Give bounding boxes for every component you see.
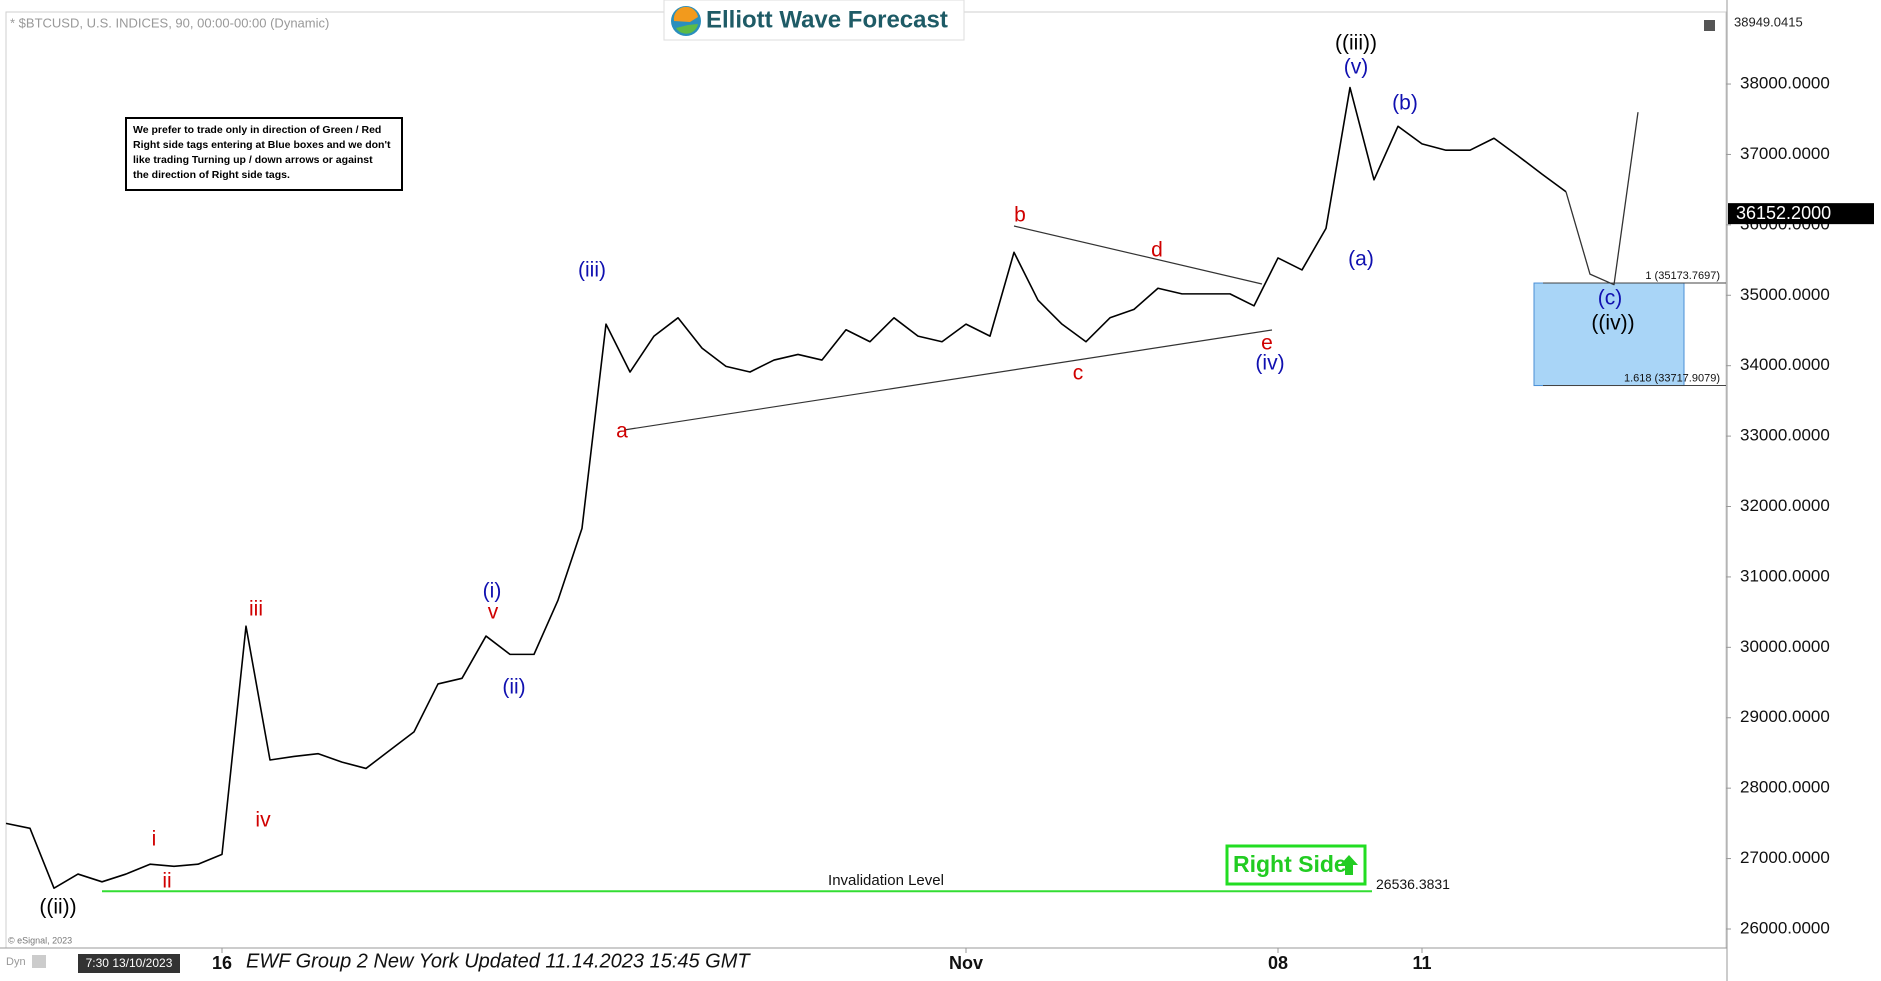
symbol-header: * $BTCUSD, U.S. INDICES, 90, 00:00-00:00…	[10, 15, 329, 30]
mode-icon	[32, 955, 46, 968]
logo-text: Elliott Wave Forecast	[706, 6, 948, 33]
logo: Elliott Wave Forecast	[663, 0, 965, 41]
y-tick-label: 35000.0000	[1740, 285, 1830, 304]
footer-label: EWF Group 2 New York Updated 11.14.2023 …	[246, 950, 751, 972]
x-tick-label: 11	[1412, 953, 1431, 973]
right-side-tag: Right Side	[1225, 844, 1367, 886]
note-line: the direction of Right side tags.	[133, 169, 290, 181]
logo-box	[663, 0, 965, 41]
wave-label: ((iii))	[1335, 32, 1377, 55]
logo-icon	[676, 24, 698, 34]
copyright: © eSignal, 2023	[8, 935, 72, 945]
fib-label: 1 (35173.7697)	[1645, 270, 1720, 282]
wave-label: iii	[249, 598, 263, 621]
y-tick-label: 28000.0000	[1740, 778, 1830, 797]
wave-label: (iii)	[578, 259, 606, 282]
target-box	[1533, 282, 1685, 387]
x-tick-label: Nov	[949, 953, 983, 973]
y-tick-label: 38000.0000	[1740, 74, 1830, 93]
wave-label: v	[488, 601, 499, 624]
wave-label: iv	[255, 809, 271, 832]
note-frame	[125, 117, 403, 191]
wave-label: a	[616, 420, 628, 443]
price-line	[5, 86, 1567, 889]
x-tick-label: 16	[212, 953, 232, 973]
wave-label: ((iv))	[1591, 312, 1634, 335]
y-tick-label: 37000.0000	[1740, 144, 1830, 163]
projection-line	[1565, 112, 1639, 286]
wave-label: ii	[162, 870, 171, 893]
cursor-time-box	[78, 954, 180, 973]
top-price-label: 38949.0415	[1734, 15, 1803, 30]
note-line: like trading Turning up / down arrows or…	[133, 154, 373, 166]
invalidation-value: 26536.3831	[1376, 876, 1450, 892]
y-tick-label: 26000.0000	[1740, 918, 1830, 937]
wave-label: b	[1014, 204, 1026, 227]
window-icon	[1704, 20, 1715, 31]
logo-icon	[673, 6, 698, 23]
last-price-box	[1728, 203, 1874, 225]
fib-label: 1.618 (33717.9079)	[1624, 372, 1720, 384]
y-tick-label: 33000.0000	[1740, 426, 1830, 445]
note-line: We prefer to trade only in direction of …	[133, 124, 381, 136]
wave-label: (c)	[1598, 287, 1623, 310]
tag-text: Right Side	[1233, 851, 1347, 877]
wave-label: (a)	[1348, 248, 1374, 271]
last-price-label: 36152.2000	[1736, 203, 1831, 223]
wave-label: c	[1073, 362, 1084, 385]
triangle-line	[1013, 225, 1263, 285]
wave-label: (iv)	[1255, 352, 1284, 375]
y-tick-label: 31000.0000	[1740, 566, 1830, 585]
y-tick-label: 29000.0000	[1740, 707, 1830, 726]
note-line: Right side tags entering at Blue boxes a…	[133, 139, 391, 151]
invalidation-title: Invalidation Level	[828, 872, 944, 889]
wave-label: ((ii))	[39, 896, 76, 919]
x-tick-label: 08	[1268, 953, 1288, 973]
y-tick-label: 27000.0000	[1740, 848, 1830, 867]
up-arrow	[1340, 855, 1358, 875]
wave-label: (i)	[483, 580, 502, 603]
wave-label: i	[152, 828, 157, 851]
wave-label: e	[1261, 332, 1273, 355]
wave-label: (v)	[1344, 56, 1369, 79]
note-box: We prefer to trade only in direction of …	[125, 117, 403, 191]
wave-label: (ii)	[502, 676, 525, 699]
cursor-time: 7:30 13/10/2023	[86, 956, 173, 970]
mode-label: Dyn	[6, 956, 26, 968]
y-tick-label: 30000.0000	[1740, 637, 1830, 656]
y-tick-label: 32000.0000	[1740, 496, 1830, 515]
wave-label: d	[1151, 239, 1163, 262]
wave-label: (b)	[1392, 92, 1418, 115]
y-tick-label: 34000.0000	[1740, 355, 1830, 374]
triangle-line	[623, 329, 1273, 431]
